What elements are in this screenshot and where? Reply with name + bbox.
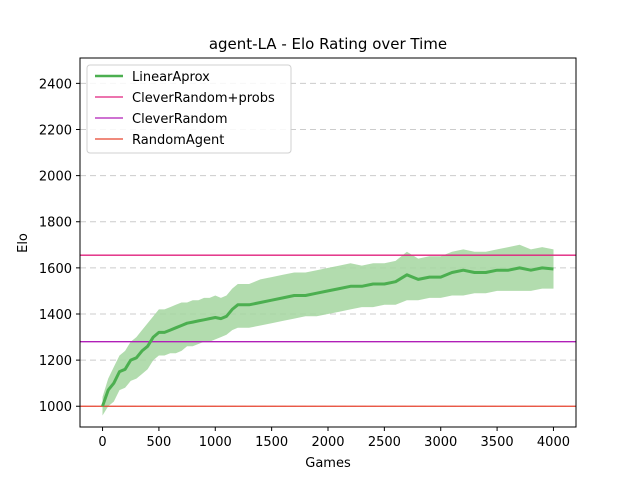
chart-title: agent-LA - Elo Rating over Time <box>209 35 447 53</box>
y-axis-title: Elo <box>16 233 31 253</box>
x-tick-label: 4000 <box>537 435 570 450</box>
y-tick-label: 1200 <box>39 354 72 369</box>
x-tick-label: 1000 <box>199 435 232 450</box>
legend-label: LinearAprox <box>132 70 210 85</box>
y-tick-label: 2000 <box>39 170 72 185</box>
x-ticks: 0 500 1000 1500 2000 2500 3000 3500 4000 <box>98 427 570 450</box>
series-line-layer <box>101 266 554 407</box>
confidence-band-layer <box>102 244 554 416</box>
legend-label: CleverRandom <box>132 112 228 127</box>
y-tick-label: 1000 <box>39 400 72 415</box>
y-tick-label: 2400 <box>39 77 72 92</box>
x-axis-title: Games <box>305 456 351 471</box>
y-tick-label: 1600 <box>39 262 72 277</box>
x-tick-label: 0 <box>98 435 106 450</box>
x-tick-label: 3500 <box>481 435 514 450</box>
x-tick-label: 1500 <box>255 435 288 450</box>
y-tick-label: 2200 <box>39 123 72 138</box>
legend-box <box>86 64 292 154</box>
legend-label: RandomAgent <box>132 133 224 148</box>
x-tick-label: 2000 <box>311 435 344 450</box>
series-line <box>101 266 554 407</box>
y-tick-label: 1400 <box>39 308 72 323</box>
legend: LinearAprox CleverRandom+probs CleverRando… <box>86 64 292 154</box>
x-tick-label: 3000 <box>424 435 457 450</box>
x-tick-label: 500 <box>146 435 171 450</box>
y-ticks: 1000 1200 1400 1600 1800 2000 2200 2400 <box>39 77 80 415</box>
y-tick-label: 1800 <box>39 216 72 231</box>
x-tick-label: 2500 <box>368 435 401 450</box>
confidence-band <box>102 244 554 416</box>
legend-label: CleverRandom+probs <box>132 91 275 106</box>
reference-lines-layer <box>80 254 576 407</box>
